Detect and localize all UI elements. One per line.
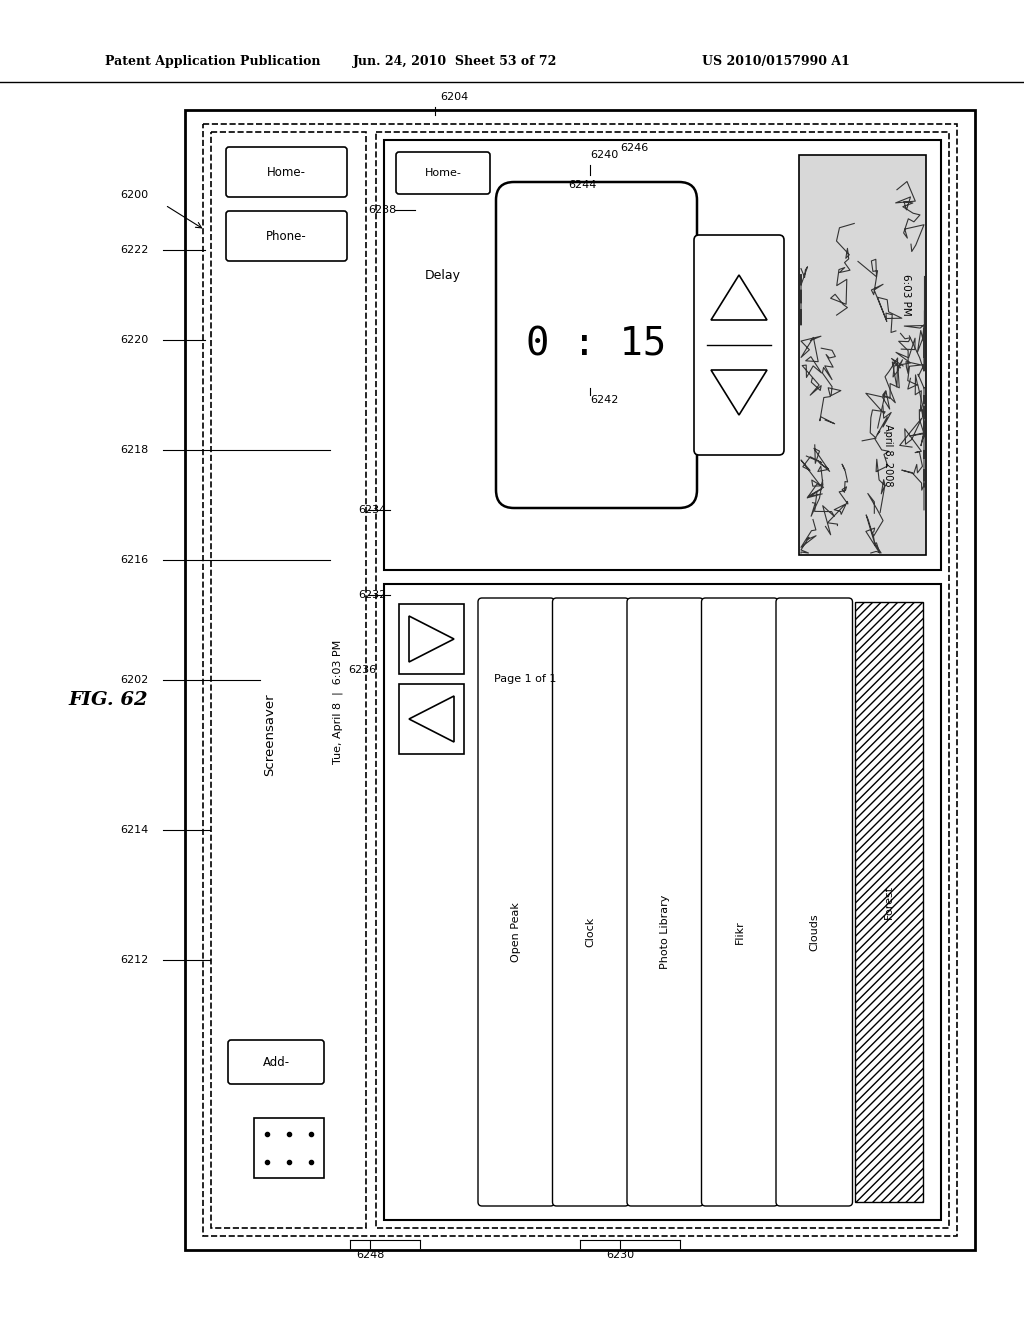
Text: 6240: 6240 xyxy=(590,150,618,160)
Text: Open Peak: Open Peak xyxy=(511,903,521,962)
Bar xyxy=(399,684,464,754)
Bar xyxy=(376,132,949,1228)
Text: 0 : 15: 0 : 15 xyxy=(526,326,667,364)
Text: 6246: 6246 xyxy=(620,143,648,153)
Text: Delay: Delay xyxy=(425,269,461,282)
Text: Clock: Clock xyxy=(586,917,596,948)
Text: FIG. 62: FIG. 62 xyxy=(68,690,147,709)
Text: 6216: 6216 xyxy=(120,554,148,565)
Text: Add-: Add- xyxy=(262,1056,290,1068)
FancyBboxPatch shape xyxy=(776,598,853,1206)
Text: 6204: 6204 xyxy=(440,92,468,102)
Text: April 8, 2008: April 8, 2008 xyxy=(883,424,893,486)
Text: 6220: 6220 xyxy=(120,335,148,345)
FancyBboxPatch shape xyxy=(553,598,629,1206)
Text: Flikr: Flikr xyxy=(735,920,744,944)
Text: 6200: 6200 xyxy=(120,190,148,201)
Bar xyxy=(185,110,975,1250)
Text: Phone-: Phone- xyxy=(266,230,307,243)
Text: 6202: 6202 xyxy=(120,675,148,685)
Text: 6238: 6238 xyxy=(368,205,396,215)
Text: Screensaver: Screensaver xyxy=(263,693,276,776)
Text: 6242: 6242 xyxy=(590,395,618,405)
Text: Patent Application Publication: Patent Application Publication xyxy=(105,55,321,69)
Text: 6244: 6244 xyxy=(568,180,596,190)
Polygon shape xyxy=(711,275,767,319)
Text: 6214: 6214 xyxy=(120,825,148,836)
Text: Clouds: Clouds xyxy=(809,913,819,952)
Text: 6230: 6230 xyxy=(606,1250,634,1261)
Text: Page 1 of 1: Page 1 of 1 xyxy=(494,675,556,684)
Bar xyxy=(799,154,926,554)
Text: 6:03 PM: 6:03 PM xyxy=(901,275,911,315)
Text: 6222: 6222 xyxy=(120,246,148,255)
FancyBboxPatch shape xyxy=(496,182,697,508)
Polygon shape xyxy=(711,370,767,414)
Bar xyxy=(854,602,923,1203)
FancyBboxPatch shape xyxy=(226,147,347,197)
FancyBboxPatch shape xyxy=(228,1040,324,1084)
Bar xyxy=(399,605,464,675)
FancyBboxPatch shape xyxy=(226,211,347,261)
Text: Home-: Home- xyxy=(267,165,306,178)
Text: Jun. 24, 2010  Sheet 53 of 72: Jun. 24, 2010 Sheet 53 of 72 xyxy=(353,55,557,69)
FancyBboxPatch shape xyxy=(694,235,784,455)
FancyBboxPatch shape xyxy=(478,598,555,1206)
Bar xyxy=(254,1118,324,1177)
Text: US 2010/0157990 A1: US 2010/0157990 A1 xyxy=(702,55,850,69)
Text: Photo Library: Photo Library xyxy=(660,895,671,969)
Text: Forest: Forest xyxy=(884,884,894,919)
Text: 6236: 6236 xyxy=(348,665,376,675)
Text: 6234: 6234 xyxy=(358,506,386,515)
Text: Home-: Home- xyxy=(425,168,462,178)
FancyBboxPatch shape xyxy=(396,152,490,194)
Text: Tue, April 8  |  6:03 PM: Tue, April 8 | 6:03 PM xyxy=(333,640,343,764)
Text: 6218: 6218 xyxy=(120,445,148,455)
Bar xyxy=(384,140,941,570)
Polygon shape xyxy=(409,616,454,663)
Bar xyxy=(384,583,941,1220)
Text: 6232: 6232 xyxy=(358,590,386,601)
Text: 6212: 6212 xyxy=(120,954,148,965)
Bar xyxy=(211,132,366,1228)
Bar xyxy=(203,124,957,1236)
Text: 6248: 6248 xyxy=(355,1250,384,1261)
FancyBboxPatch shape xyxy=(627,598,703,1206)
Polygon shape xyxy=(409,696,454,742)
FancyBboxPatch shape xyxy=(701,598,778,1206)
